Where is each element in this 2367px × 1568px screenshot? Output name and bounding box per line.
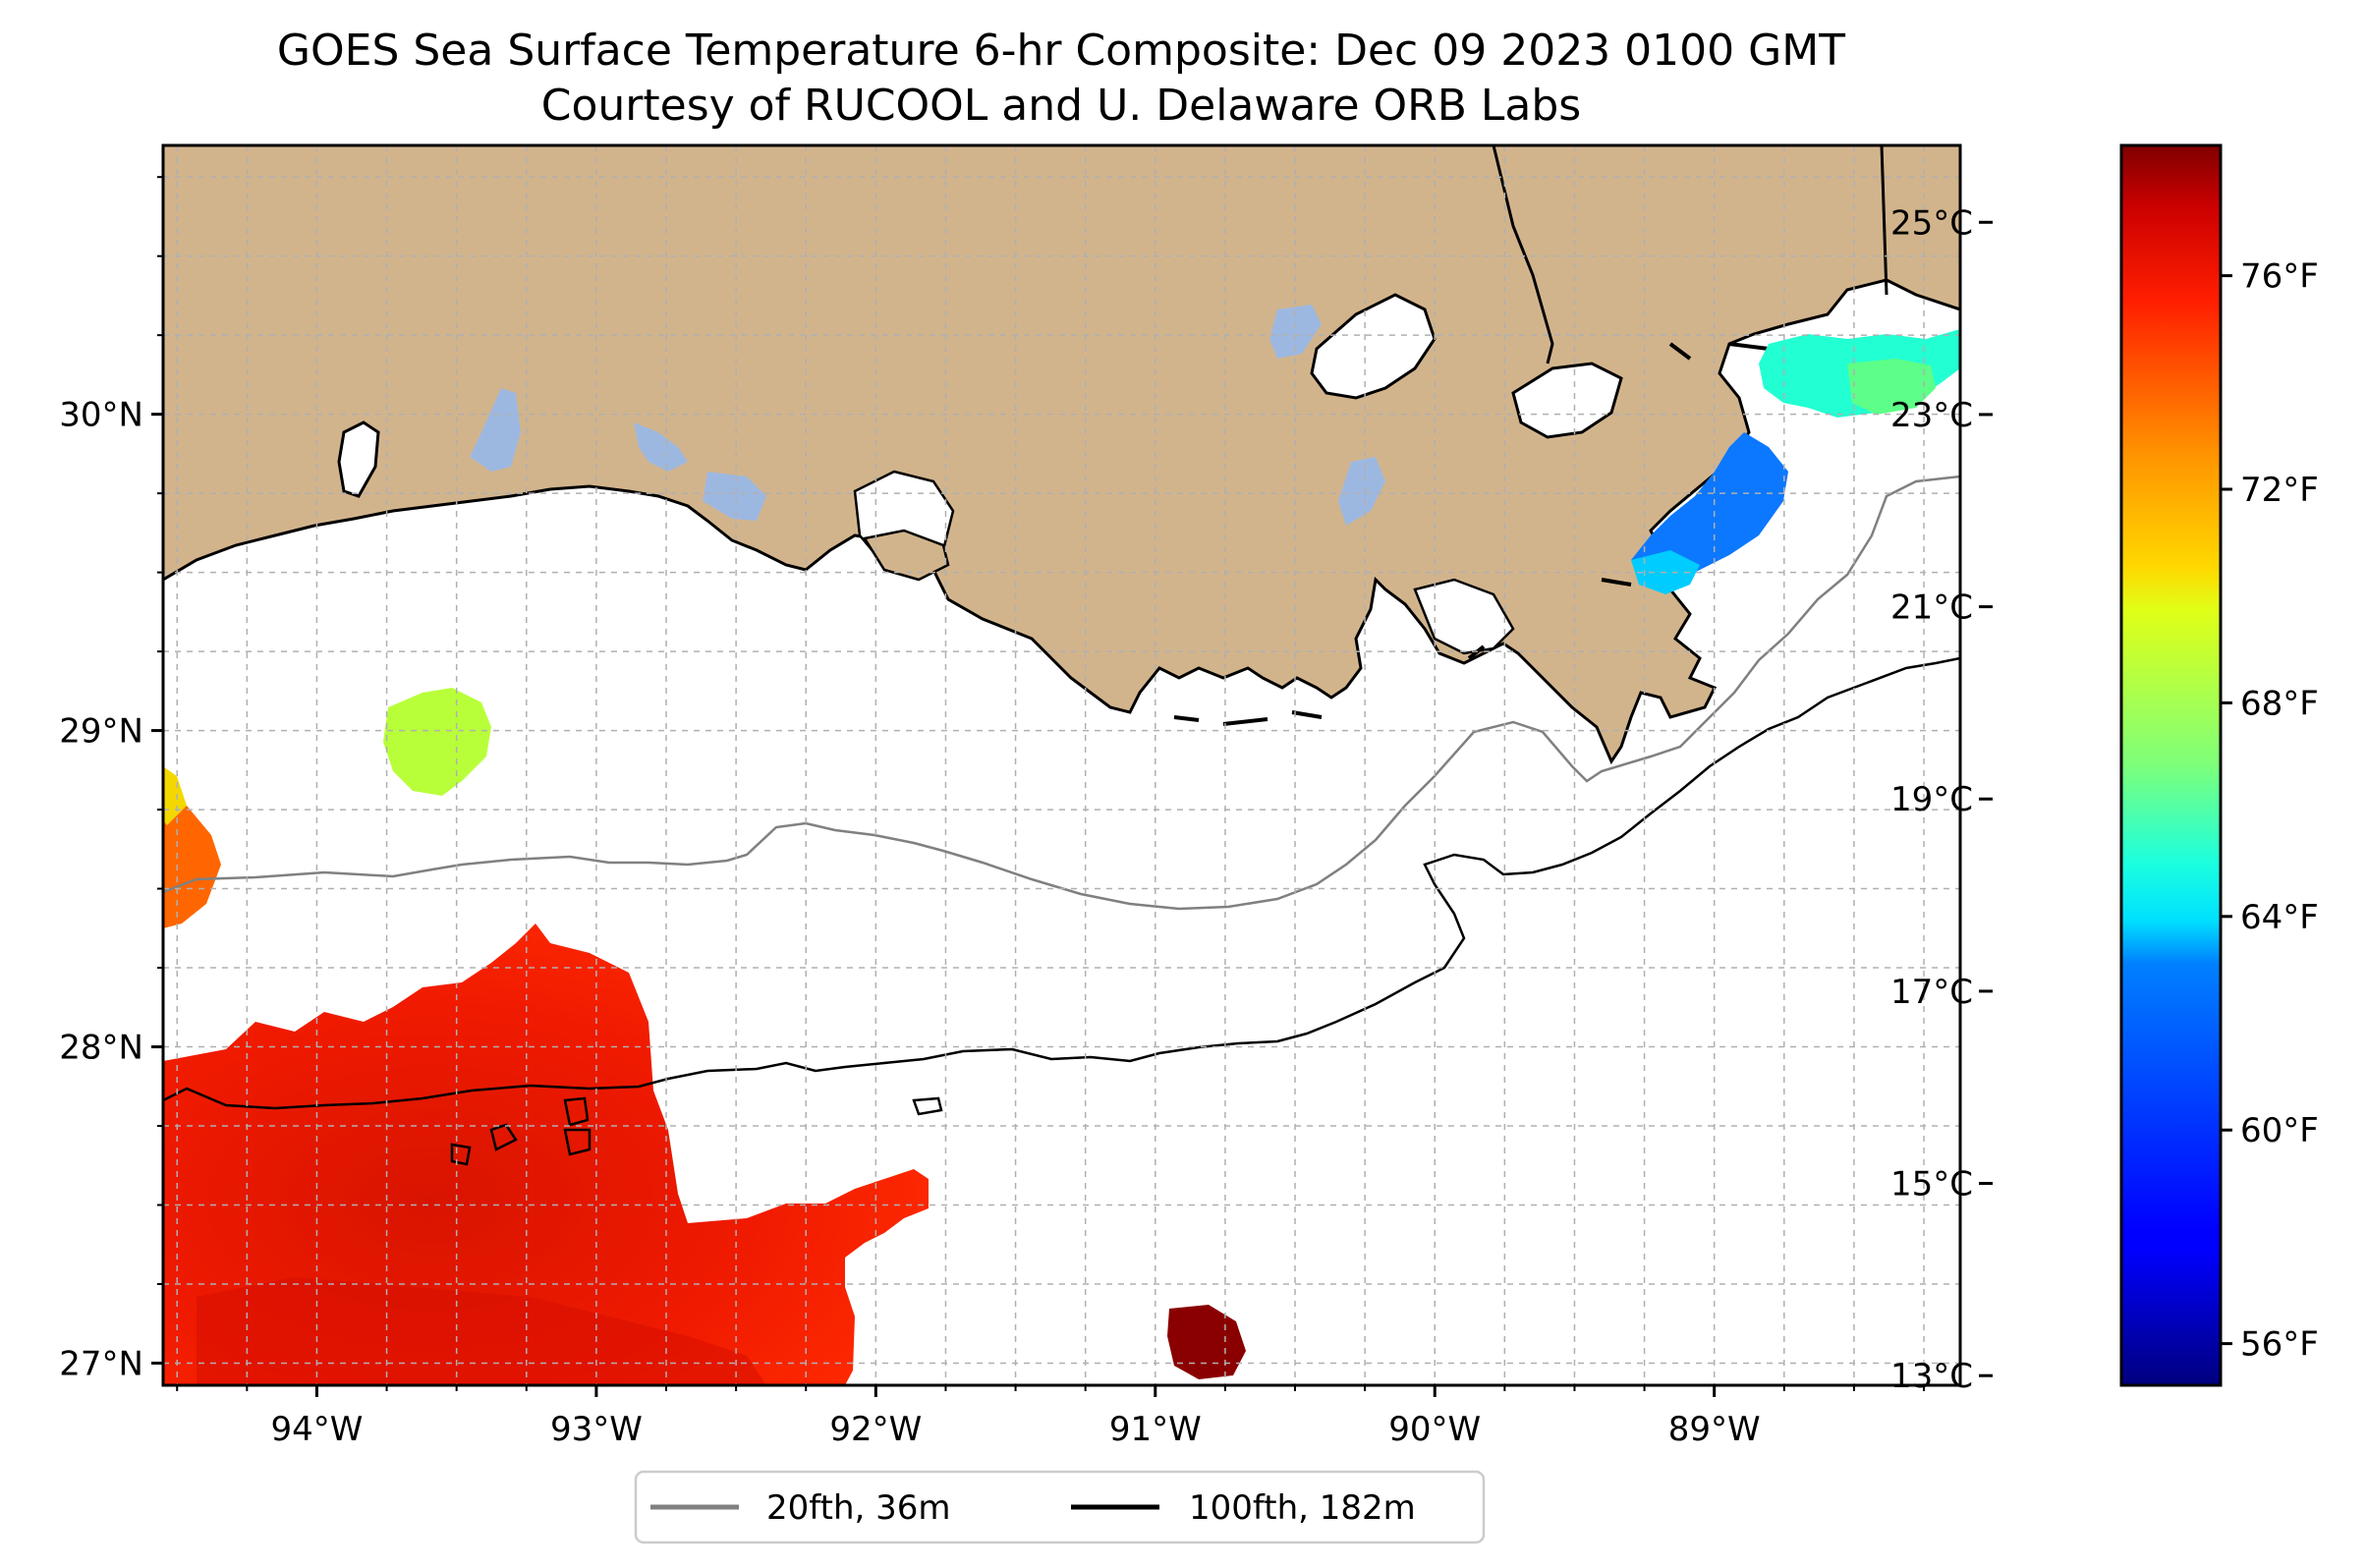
lon-tick-label: 94°W [271,1410,364,1449]
colorbar-gradient [2119,143,2223,1387]
celsius-tick-label: 23°C [1890,396,1973,435]
lake-blue-2 [634,422,688,472]
fahrenheit-tick-label: 60°F [2240,1111,2319,1150]
lake-blue-1 [470,388,521,472]
lat-axis: 27°N 28°N 29°N 30°N [59,176,163,1383]
gridlines [163,145,1960,1385]
celsius-tick-label: 21°C [1890,588,1973,628]
celsius-axis: 13°C 15°C 17°C 19°C 21°C 23°C 25°C [1890,203,1993,1396]
colorbar: 13°C 15°C 17°C 19°C 21°C 23°C 25°C 56°F 60°F 64°… [1890,143,2319,1396]
sst-patch-hot [1167,1305,1246,1379]
lon-tick-label: 91°W [1109,1410,1202,1449]
state-border-ms [1880,145,1888,296]
map-title-line1: GOES Sea Surface Temperature 6-hr Compos… [277,26,1845,76]
sst-patch-warm-dark [197,1277,766,1385]
lon-tick-label: 90°W [1388,1410,1481,1449]
sst-patch-blue [1631,432,1788,585]
legend: 20fth, 36m 100fth, 182m [634,1470,1486,1544]
fahrenheit-tick-label: 56°F [2240,1325,2319,1365]
contour-100fth-islets [450,1096,943,1166]
lake-blue-5 [1338,457,1385,526]
lat-tick-label: 28°N [59,1029,143,1068]
celsius-tick-label: 19°C [1890,780,1973,819]
map-frame [161,143,1962,1387]
celsius-tick-label: 13°C [1890,1357,1973,1396]
contour-100fth [163,656,1960,1110]
lon-axis: 94°W 93°W 92°W 91°W 90°W 89°W [176,1385,1926,1449]
map-panel [163,145,1960,1385]
lon-tick-label: 93°W [550,1410,643,1449]
lake-blue-3 [703,472,766,521]
fahrenheit-axis: 56°F 60°F 64°F 68°F 72°F 76°F [2221,257,2319,1365]
lake-borgne [1511,362,1623,439]
pearl-river-border [1492,145,1554,364]
barataria-bay [1413,578,1515,655]
lat-tick-label: 29°N [59,712,143,752]
sst-patch-warm-southwest [163,924,929,1385]
legend-label-100fth: 100fth, 182m [1189,1488,1416,1528]
celsius-tick-label: 17°C [1890,973,1973,1012]
celsius-tick-label: 25°C [1890,203,1973,243]
legend-label-20fth: 20fth, 36m [766,1488,951,1528]
fahrenheit-tick-label: 68°F [2240,684,2319,723]
calcasieu-lake [337,420,380,498]
lake-blue-4 [1269,305,1322,359]
fahrenheit-tick-label: 72°F [2240,471,2319,510]
sst-patch-yellow-west [163,766,187,825]
contour-20fth [163,475,1960,911]
fahrenheit-tick-label: 76°F [2240,257,2319,297]
celsius-tick-label: 15°C [1890,1165,1973,1204]
sst-patch-lime [383,688,491,796]
lat-tick-label: 27°N [59,1344,143,1383]
lat-tick-label: 30°N [59,396,143,435]
legend-box [634,1470,1486,1544]
fahrenheit-tick-label: 64°F [2240,898,2319,937]
map-title-line2: Courtesy of RUCOOL and U. Delaware ORB L… [541,81,1581,131]
lake-pontchartrain [1310,293,1437,400]
lon-tick-label: 89°W [1668,1410,1761,1449]
barrier-islands [1173,342,1770,726]
marsh-island [862,529,950,582]
lon-tick-label: 92°W [829,1410,922,1449]
land-louisiana [163,145,1960,765]
sst-patch-green-east [1847,359,1936,415]
